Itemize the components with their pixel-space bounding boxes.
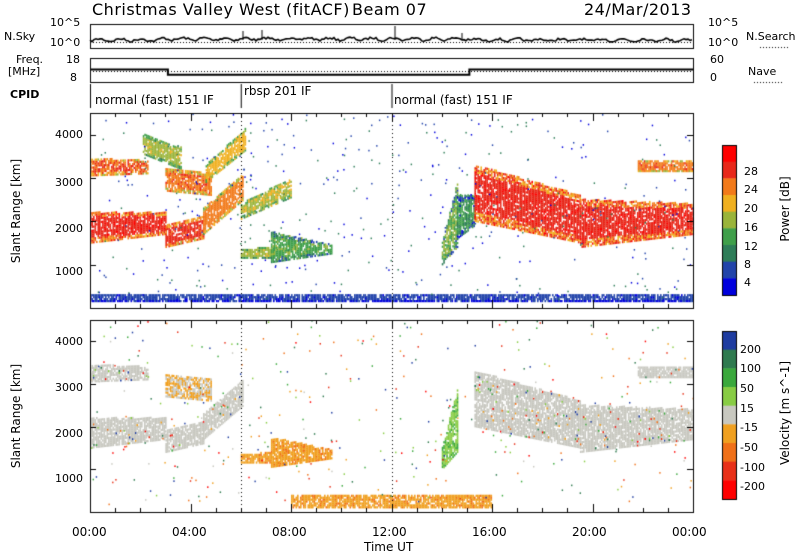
freq-tick-bottom: 8 [70,71,77,84]
vel-ytick-3000: 3000 [55,381,83,394]
vel-cbar-tick-neg200: -200 [740,480,765,493]
vel-ytick-4000: 4000 [55,335,83,348]
vel-cbar-tick-neg15: -15 [740,421,758,434]
beam-title: Beam 07 [352,0,428,19]
power-cbar-tick-24: 24 [744,183,758,196]
freq-label-line2: [MHz] [8,65,41,78]
xtick-0400: 04:00 [172,525,207,539]
freq-tick-top: 18 [66,53,80,66]
xtick-2400: 00:00 [672,525,707,539]
power-cbar-tick-8: 8 [744,258,751,271]
vel-cbar-tick-200: 200 [740,343,761,356]
vel-cbar-label: Velocity [m s^-1] [778,360,792,466]
power-cbar-tick-16: 16 [744,221,758,234]
vel-cbar-tick-neg50: -50 [740,441,758,454]
vel-cbar-tick-15: 15 [740,402,754,415]
nsky-tick-bottom: 10^0 [50,36,81,49]
cpid-label: CPID [10,88,40,101]
nave-tick-top: 60 [710,53,724,66]
nsearch-tick-top: 10^5 [708,16,739,29]
xtick-1600: 16:00 [472,525,507,539]
vel-ytick-2000: 2000 [55,427,83,440]
power-ytick-2000: 2000 [55,222,83,235]
vel-cbar-tick-100: 100 [740,362,761,375]
power-cbar-tick-28: 28 [744,165,758,178]
freq-label-line1: Freq. [16,53,44,66]
vel-cbar-tick-50: 50 [740,382,754,395]
power-cbar-tick-20: 20 [744,202,758,215]
xlabel: Time UT [364,540,414,554]
nave-label: Nave [748,65,777,78]
power-cbar-tick-12: 12 [744,240,758,253]
power-cbar-tick-4: 4 [744,276,751,289]
nsky-tick-top: 10^5 [50,16,81,29]
date-title: 24/Mar/2013 [584,0,692,19]
nsearch-tick-bottom: 10^0 [708,36,739,49]
nsky-label: N.Sky [4,30,36,43]
nave-tick-bottom: 0 [710,71,717,84]
power-ytick-4000: 4000 [55,128,83,141]
vel-ylabel: Slant Range [km] [9,363,23,469]
station-title: Christmas Valley West (fitACF) [92,0,350,19]
power-ytick-3000: 3000 [55,176,83,189]
power-ytick-1000: 1000 [55,265,83,278]
xtick-2000: 20:00 [572,525,607,539]
xtick-1200: 12:00 [372,525,407,539]
vel-ytick-1000: 1000 [55,472,83,485]
vel-cbar-tick-neg100: -100 [740,461,765,474]
cpid-segment-1: normal (fast) 151 IF [95,93,214,107]
cpid-segment-3: normal (fast) 151 IF [394,93,513,107]
nsearch-label: N.Search [746,30,796,43]
xtick-0800: 08:00 [272,525,307,539]
power-cbar-label: Power [dB] [778,176,792,242]
power-ylabel: Slant Range [km] [9,158,23,264]
xtick-0000: 00:00 [72,525,107,539]
cpid-segment-2: rbsp 201 IF [244,84,312,98]
